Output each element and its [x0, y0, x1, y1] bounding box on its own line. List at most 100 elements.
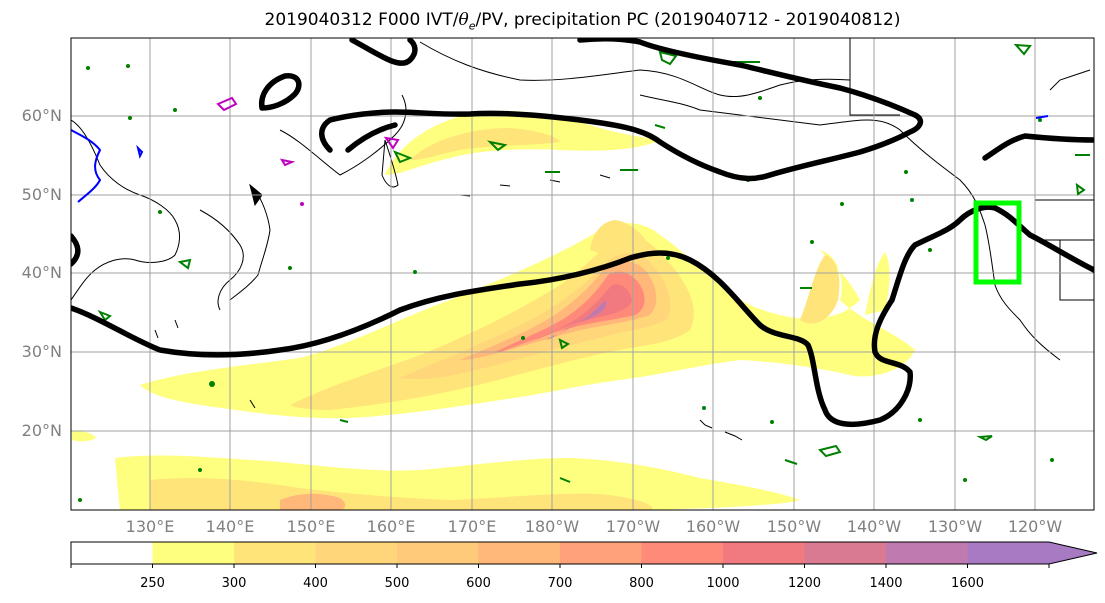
pv-dot [209, 381, 215, 387]
colorbar-segment [641, 542, 724, 564]
pv-dot [758, 96, 762, 100]
pv-contour [559, 477, 571, 483]
lon-label-140w: 140°W [846, 517, 902, 536]
lon-label-180w: 180°W [524, 517, 580, 536]
pv-contour [1013, 43, 1032, 56]
pv-contour [97, 309, 112, 322]
pv-contour [1075, 182, 1086, 196]
pv-dot [198, 468, 202, 472]
lon-label-170w: 170°W [605, 517, 661, 536]
colorbar-segment [967, 542, 1050, 564]
thetae-contour-ne [982, 133, 1094, 161]
border-alaska [849, 38, 900, 116]
shade-east-thin [865, 252, 890, 315]
shade-east-spur [800, 255, 840, 324]
pv-contour [392, 150, 413, 164]
pv-dot [158, 210, 162, 214]
thetae-contour-north [319, 38, 924, 182]
lat-label-50: 50°N [21, 185, 62, 204]
pv-magenta-contour [279, 158, 296, 167]
colorbar-tick-label: 400 [303, 576, 328, 591]
pv-contour [558, 338, 570, 350]
coastlines [71, 38, 1094, 441]
pv-dot [810, 240, 814, 244]
coast-aleutians [459, 174, 611, 197]
pv-dot [910, 198, 914, 202]
coast-nw-us [984, 224, 1061, 361]
pv-dot [1050, 458, 1054, 462]
pv-magenta-dot [300, 202, 304, 206]
lon-label-130w: 130°W [927, 517, 983, 536]
colorbar-tick-label: 1400 [869, 576, 903, 591]
colorbar-segment [478, 542, 561, 564]
pv-dot [128, 116, 132, 120]
pv-contour [654, 124, 666, 129]
thetae-contours [71, 38, 1094, 428]
pv-dot [126, 64, 130, 68]
pv-dot [702, 406, 706, 410]
colorbar-segment [723, 542, 805, 564]
shade-south-band-inner [150, 478, 653, 510]
pv-dot [840, 202, 844, 206]
lon-label-120w: 120°W [1007, 517, 1063, 536]
pv-blue-east [1035, 115, 1049, 119]
colorbar-segment [804, 542, 887, 564]
coast-pacific-islands [154, 319, 256, 409]
lat-label-30: 30°N [21, 342, 62, 361]
colorbar-tick-label: 600 [466, 576, 491, 591]
colorbar-segment [560, 542, 642, 564]
lon-label-160e: 160°E [366, 517, 416, 536]
pv-dot [904, 170, 908, 174]
lon-label-150w: 150°W [766, 517, 822, 536]
target-region-box [973, 200, 1022, 285]
coast-kamchatka [381, 139, 399, 188]
pv-contours [97, 43, 1090, 483]
thetae-contour-south [71, 204, 1094, 428]
lon-label-170e: 170°E [447, 517, 497, 536]
shade-spur [590, 220, 650, 255]
pv-dot [963, 478, 967, 482]
colorbar-extend-arrow [1049, 542, 1097, 564]
colorbar-tick-label: 800 [629, 576, 654, 591]
pv-blue-small [136, 144, 144, 159]
pv-contour [818, 444, 842, 458]
colorbar-tick-label: 1200 [787, 576, 822, 591]
lat-label-60: 60°N [21, 106, 62, 125]
pv-dot [521, 336, 525, 340]
coast-arctic [1049, 69, 1091, 91]
pv-dot [928, 248, 932, 252]
pv-dot [666, 256, 670, 260]
coast-bering-north [419, 41, 851, 98]
lon-label-150e: 150°E [286, 517, 336, 536]
lon-label-140e: 140°E [205, 517, 255, 536]
lon-label-130e: 130°E [125, 517, 175, 536]
colorbar-tick-label: 700 [547, 576, 573, 591]
colorbar-segment [234, 542, 316, 564]
colorbar-segment [315, 542, 398, 564]
lat-label-20: 20°N [21, 421, 62, 440]
pv-dot [78, 498, 82, 502]
pv-contour [339, 419, 349, 423]
shade-north-band-inner [410, 128, 560, 160]
pv-contour [658, 50, 678, 66]
pv-dot [173, 108, 177, 112]
colorbar-tick-label: 1600 [950, 576, 985, 591]
pv-dot [86, 66, 90, 70]
thetae-contour-closed [258, 73, 302, 111]
pv-dot [918, 418, 922, 422]
shade-west-blob [72, 431, 96, 442]
pv-magenta-contour [216, 96, 238, 112]
title-prefix: 2019040312 F000 IVT/ [264, 10, 459, 30]
colorbar-segment [886, 542, 968, 564]
colorbar-tick-label: 250 [140, 576, 165, 591]
map-title: 2019040312 F000 IVT/θe/PV, precipitation… [0, 10, 1105, 32]
colorbar-segment [71, 542, 153, 564]
coast-japan [229, 189, 271, 301]
pv-dot [413, 270, 417, 274]
pv-contour [177, 258, 192, 270]
colorbar-segment [152, 542, 235, 564]
pv-dot [770, 420, 774, 424]
pv-magenta-contour [383, 136, 400, 150]
colorbar [70, 541, 1098, 568]
coast-korea [199, 209, 244, 311]
